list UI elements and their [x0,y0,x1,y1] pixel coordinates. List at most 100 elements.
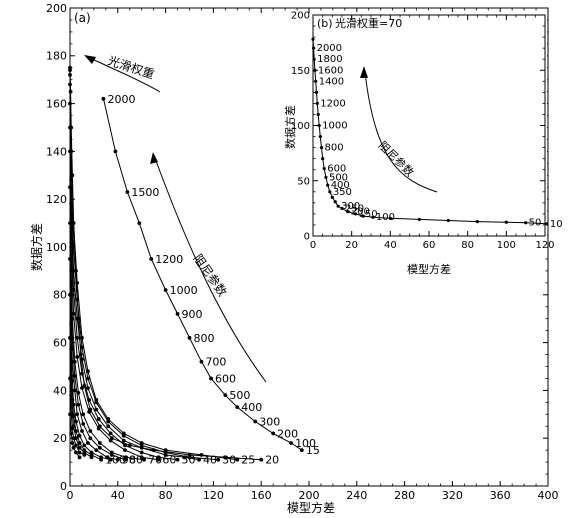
point-label: 2000 [107,93,135,106]
data-point [102,97,106,101]
data-point [318,124,321,127]
data-point [123,448,127,452]
data-point [476,220,479,223]
data-point [90,455,94,459]
y-tick-label: 200 [46,2,67,15]
x-tick-label: 20 [345,240,358,251]
point-label: 50 [182,454,196,467]
data-point [317,113,320,116]
y-tick-label: 200 [291,11,310,22]
data-point [76,403,80,407]
data-point [87,398,91,402]
data-point [97,427,101,431]
x-tick-label: 0 [67,489,74,502]
point-label: 1200 [155,253,183,266]
point-label: 20 [265,454,279,467]
data-point [68,83,72,87]
data-point [78,455,82,459]
data-point [69,393,73,397]
data-point [418,218,421,221]
y-tick-label: 50 [297,176,310,187]
y-tick-label: 160 [46,97,67,110]
y-tick-label: 0 [60,480,67,493]
data-point [253,420,257,424]
point-label: 1000 [322,121,347,132]
point-label: 15 [306,444,320,457]
y-tick-label: 140 [46,145,67,158]
point-label: 10 [550,219,563,230]
y-tick-label: 60 [53,336,67,349]
x-tick-label: 280 [394,489,415,502]
data-point [123,443,127,447]
data-point [321,157,324,160]
data-point [314,80,317,83]
data-point [176,312,180,316]
data-point [149,257,153,261]
data-point [75,412,79,416]
x-tick-label: 40 [384,240,397,251]
data-point [94,400,98,404]
y-tick-label: 180 [46,50,67,63]
data-point [334,200,337,203]
data-point [200,360,204,364]
data-point [188,336,192,340]
point-label: 1400 [319,76,344,87]
data-point [68,73,72,77]
data-point [68,293,72,297]
panel-a-x-axis-label: 模型方差 [287,500,335,515]
data-point [68,185,72,189]
data-point [140,446,144,450]
data-point [86,441,90,445]
point-label: 100 [105,454,126,467]
point-label: 150 [359,209,378,220]
y-tick-label: 0 [304,232,310,243]
x-tick-label: 160 [251,489,272,502]
data-point [337,205,340,208]
panel-b-x-axis-label: 模型方差 [407,262,451,276]
data-point [259,458,263,462]
panel-a-y-axis-label: 数据方差 [29,223,44,271]
data-point [289,441,293,445]
x-tick-label: 120 [203,489,224,502]
data-point [73,389,77,393]
data-point [68,150,72,154]
point-label: 800 [194,332,215,345]
data-point [524,221,527,224]
data-point [68,68,72,72]
data-point [69,432,73,436]
data-point [313,58,316,61]
data-point [164,288,168,292]
data-point [68,412,72,416]
point-label: 40 [203,454,217,467]
y-tick-label: 80 [53,289,67,302]
data-point [109,439,113,443]
x-tick-label: 360 [490,489,511,502]
data-point [447,219,450,222]
point-label: 1200 [320,98,345,109]
data-point [80,372,84,376]
data-point [223,393,227,397]
x-tick-label: 320 [442,489,463,502]
point-label: 400 [241,401,262,414]
point-label: 600 [215,372,236,385]
data-point [313,69,316,72]
data-point [323,167,326,170]
data-point [122,434,126,438]
data-point [78,451,82,455]
data-point [68,126,72,130]
x-tick-label: 80 [461,240,474,251]
point-label: 2000 [317,43,342,54]
point-label: 50 [529,218,542,229]
data-point [320,146,323,149]
data-point [137,221,141,225]
data-point [114,150,118,154]
x-tick-label: 40 [111,489,125,502]
data-point [80,429,84,433]
point-label: 70 [148,454,162,467]
panel-b-y-axis-label: 数据方差 [283,105,297,149]
data-point [311,38,314,41]
y-tick-label: 100 [46,241,67,254]
x-tick-label: 120 [535,240,554,251]
data-point [312,47,315,50]
data-point [94,448,98,452]
